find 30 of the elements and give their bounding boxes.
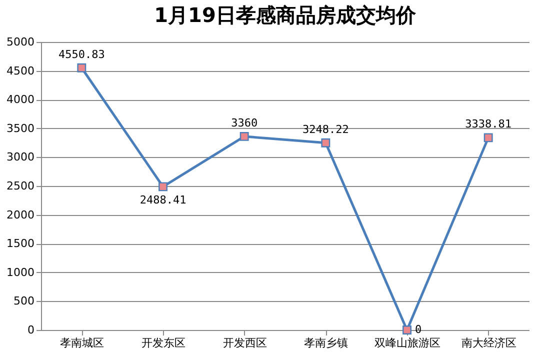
x-tick-label: 孝南乡镇 [304,336,348,350]
point [240,132,249,141]
x-tick-label: 开发东区 [142,336,186,350]
point [402,326,412,334]
data-label: 3360 [231,116,258,130]
point [321,138,330,148]
y-tick-label: 500 [14,294,34,308]
x-tick-label: 南大经济区 [461,336,516,350]
data-label: 3338.81 [465,118,512,131]
y-tick-label: 2000 [6,208,34,222]
y-tick-label: 4500 [6,64,34,78]
y-tick-label: 0 [28,324,34,336]
point [158,182,168,192]
x-tick-label: 双峰山旅游区 [374,336,440,350]
x-tick-label: 孝南城区 [60,336,104,350]
y-tick-label: 1500 [6,237,34,250]
y-tick-label: 1000 [6,266,34,279]
y-tick-label: 3500 [6,122,34,135]
data-label: 2488.41 [140,194,186,207]
data-label: 0 [415,323,422,336]
y-tick-label: 5000 [6,36,34,48]
chart-title: 1月19日孝感商品房成交均价 [154,3,417,27]
data-label: 4550.83 [58,48,105,61]
y-tick-label: 4000 [6,93,34,106]
y-tick-label: 3000 [6,150,34,164]
data-label: 3248.22 [302,122,349,136]
x-tick-label: 开发西区 [222,336,267,350]
y-tick-label: 2500 [6,180,34,192]
point [484,133,493,142]
point [77,63,86,72]
